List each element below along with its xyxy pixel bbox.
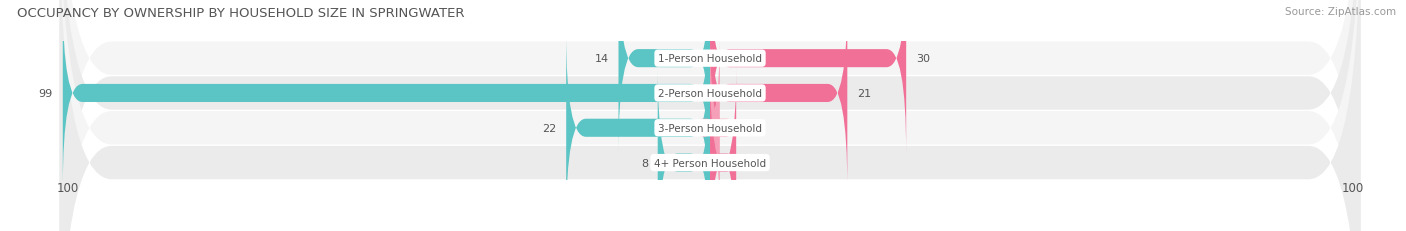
FancyBboxPatch shape [59, 0, 1361, 231]
Text: 2-Person Household: 2-Person Household [658, 88, 762, 99]
FancyBboxPatch shape [63, 0, 710, 188]
Text: OCCUPANCY BY OWNERSHIP BY HOUSEHOLD SIZE IN SPRINGWATER: OCCUPANCY BY OWNERSHIP BY HOUSEHOLD SIZE… [17, 7, 464, 20]
FancyBboxPatch shape [567, 33, 710, 223]
FancyBboxPatch shape [710, 0, 848, 188]
Text: 100: 100 [1341, 181, 1364, 194]
Text: 0: 0 [720, 123, 727, 133]
Text: 30: 30 [915, 54, 929, 64]
Text: 4+ Person Household: 4+ Person Household [654, 158, 766, 168]
Text: 100: 100 [56, 181, 79, 194]
FancyBboxPatch shape [59, 0, 1361, 231]
Text: 14: 14 [595, 54, 609, 64]
Text: 99: 99 [39, 88, 53, 99]
Text: 8: 8 [641, 158, 648, 168]
Text: 1-Person Household: 1-Person Household [658, 54, 762, 64]
FancyBboxPatch shape [658, 68, 710, 231]
FancyBboxPatch shape [619, 0, 710, 154]
FancyBboxPatch shape [59, 0, 1361, 231]
FancyBboxPatch shape [710, 68, 737, 231]
FancyBboxPatch shape [59, 0, 1361, 231]
Text: 22: 22 [543, 123, 557, 133]
Text: Source: ZipAtlas.com: Source: ZipAtlas.com [1285, 7, 1396, 17]
FancyBboxPatch shape [710, 0, 905, 154]
Text: 4: 4 [747, 158, 754, 168]
Text: 21: 21 [858, 88, 872, 99]
Text: 3-Person Household: 3-Person Household [658, 123, 762, 133]
FancyBboxPatch shape [700, 33, 730, 223]
